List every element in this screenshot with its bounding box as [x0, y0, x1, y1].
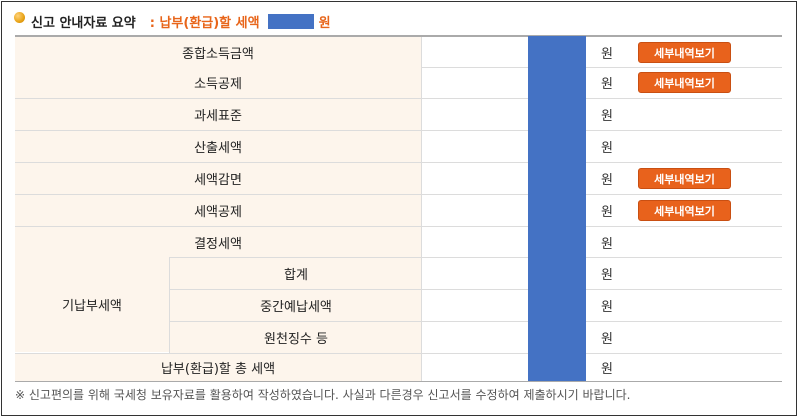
- payable-tax-caption: : 납부(환급)할 세액: [149, 15, 260, 31]
- amount-unit: 원: [601, 300, 613, 315]
- amount-unit: 원: [601, 268, 613, 283]
- masked-amount: [267, 13, 314, 29]
- payable-tax-unit: 원: [318, 15, 331, 31]
- amount-unit: 원: [601, 77, 613, 92]
- row-label-tax-reduction: 세액감면: [15, 163, 421, 194]
- row-label-determined-tax: 결정세액: [15, 227, 421, 257]
- column-divider: [421, 354, 422, 381]
- amount-unit: 원: [601, 332, 613, 347]
- amount-unit: 원: [601, 362, 613, 377]
- row-label-tax-base: 과세표준: [15, 99, 421, 130]
- tax-reduction-detail-button[interactable]: 세부내역보기: [638, 168, 731, 189]
- column-divider: [421, 99, 422, 130]
- row-label-tax-credit: 세액공제: [15, 195, 421, 226]
- prepaid-tax-group-label: 기납부세액: [15, 256, 169, 352]
- table-row: 종합소득금액 원 세부내역보기: [15, 35, 782, 68]
- table-row: 원천징수 등 원: [15, 322, 782, 354]
- column-divider: [421, 67, 422, 98]
- column-divider: [421, 163, 422, 194]
- amount-unit: 원: [601, 205, 613, 220]
- row-label-prepaid-sum: 합계: [169, 258, 422, 289]
- row-label-total-payable: 납부(환급)할 총 세액: [15, 354, 421, 381]
- column-divider: [421, 227, 422, 257]
- column-divider: [421, 131, 422, 162]
- column-divider: [421, 258, 422, 289]
- amount-unit: 원: [601, 236, 613, 252]
- section-header: 신고 안내자료 요약 : 납부(환급)할 세액 원: [14, 11, 331, 31]
- amount-unit: 원: [601, 141, 613, 156]
- row-label-total-income: 종합소득금액: [15, 37, 421, 67]
- table-row: 중간예납세액 원: [15, 290, 782, 322]
- column-divider: [421, 322, 422, 353]
- column-divider: [421, 37, 422, 67]
- row-label-interim-prepayment: 중간예납세액: [169, 290, 422, 321]
- table-row: 납부(환급)할 총 세액 원: [15, 354, 782, 382]
- row-label-calculated-tax: 산출세액: [15, 131, 421, 162]
- table-row: 과세표준 원: [15, 99, 782, 131]
- masked-amount-column: [528, 36, 586, 381]
- table-row: 합계 원: [15, 258, 782, 290]
- footnote: ※ 신고편의를 위해 국세청 보유자료를 활용하여 작성하였습니다. 사실과 다…: [15, 388, 631, 402]
- tax-credit-detail-button[interactable]: 세부내역보기: [638, 200, 731, 221]
- column-divider: [421, 195, 422, 226]
- amount-unit: 원: [601, 46, 613, 62]
- table-row: 세액공제 원 세부내역보기: [15, 195, 782, 227]
- table-row: 결정세액 원: [15, 227, 782, 258]
- table-row: 세액감면 원 세부내역보기: [15, 163, 782, 195]
- row-label-income-deduction: 소득공제: [15, 67, 421, 98]
- amount-unit: 원: [601, 109, 613, 124]
- column-divider: [421, 290, 422, 321]
- amount-unit: 원: [601, 173, 613, 188]
- row-label-withholding: 원천징수 등: [169, 322, 422, 353]
- income-deduction-detail-button[interactable]: 세부내역보기: [638, 72, 731, 93]
- table-row: 산출세액 원: [15, 131, 782, 163]
- table-row: 소득공제 원 세부내역보기: [15, 67, 782, 99]
- total-income-detail-button[interactable]: 세부내역보기: [638, 42, 731, 63]
- section-title: 신고 안내자료 요약: [31, 15, 136, 31]
- bullet-icon: [14, 11, 25, 23]
